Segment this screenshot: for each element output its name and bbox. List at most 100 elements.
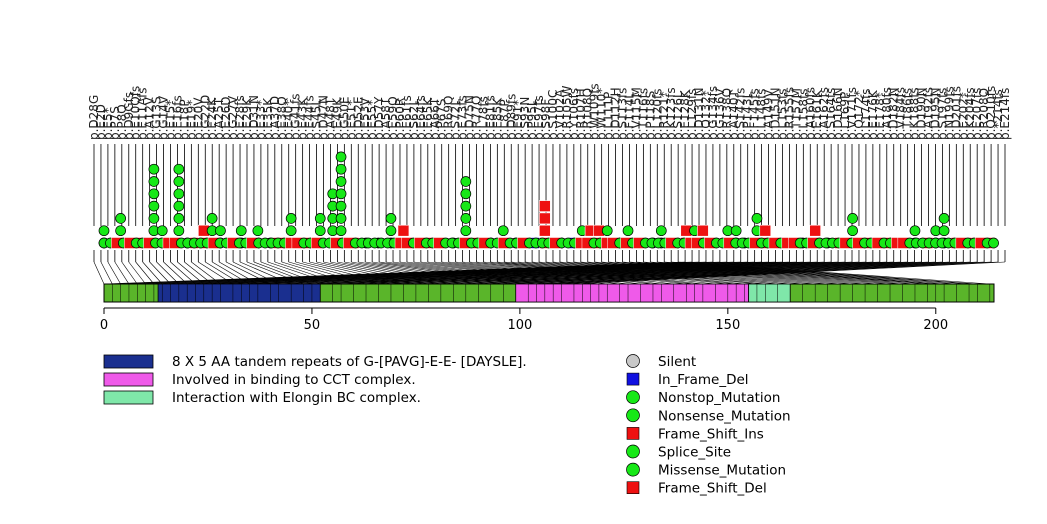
mutation-connector bbox=[320, 261, 853, 285]
x-tick-label: 50 bbox=[304, 318, 321, 333]
mutation-label: p.D201fs bbox=[949, 86, 963, 140]
mutation-marker-circle bbox=[385, 225, 397, 237]
mutation-marker-square bbox=[809, 224, 821, 237]
mutation-connector bbox=[341, 261, 866, 285]
mutation-label: p.W110* bbox=[595, 88, 609, 140]
mutation-marker-circle bbox=[215, 225, 226, 237]
legend-square-icon bbox=[626, 427, 640, 440]
mutation-label: p.R138Q bbox=[720, 88, 734, 140]
mutation-marker-square bbox=[539, 212, 551, 225]
mutation-marker-square bbox=[397, 224, 410, 237]
mutation-marker-circle bbox=[156, 225, 168, 237]
mutation-connector bbox=[561, 261, 999, 285]
mutation-marker-circle bbox=[335, 163, 347, 175]
mutation-connector bbox=[428, 261, 915, 285]
mutation-label: p.E10Qfs bbox=[129, 86, 143, 140]
mutation-label: p.P7S bbox=[108, 106, 122, 140]
mutation-connector bbox=[515, 261, 964, 285]
mutation-label: p.L169P bbox=[838, 92, 852, 140]
mutation-label: p.D75N bbox=[463, 95, 477, 140]
mutation-label: p.E5* bbox=[101, 107, 115, 140]
mutation-label: p.E24K bbox=[205, 97, 219, 140]
legend-domain-label: Involved in binding to CCT complex. bbox=[172, 372, 416, 388]
mutation-marker-circle bbox=[148, 213, 160, 224]
mutation-label: p.F114L bbox=[622, 92, 636, 140]
mutation-marker-circle bbox=[335, 176, 347, 187]
legend-type-label: Nonsense_Mutation bbox=[658, 408, 791, 424]
mutation-connector bbox=[121, 261, 138, 285]
mutation-label: p.E20V bbox=[191, 97, 205, 140]
mutation-marker-circle bbox=[460, 225, 472, 237]
protein-domain bbox=[748, 283, 791, 303]
legend-circle-icon bbox=[626, 408, 640, 423]
mutation-label: p.*214fs bbox=[991, 89, 1005, 140]
mutation-label: p.A149V bbox=[762, 88, 776, 140]
mutation-label: p.E202* bbox=[956, 92, 970, 140]
mutation-label: p.S113fs bbox=[616, 88, 630, 140]
mutation-label: p.E85K bbox=[490, 97, 504, 140]
legend-circle-icon bbox=[626, 444, 640, 459]
mutation-marker-circle bbox=[335, 200, 347, 212]
mutation-label: p.E55* bbox=[365, 100, 379, 140]
mutation-label: p.E40* bbox=[282, 100, 296, 140]
protein-domain bbox=[157, 283, 321, 303]
mutation-label: p.D89fs bbox=[504, 94, 518, 140]
mutation-label: p.E16fs bbox=[170, 95, 184, 140]
mutation-label: p.P118S bbox=[643, 91, 657, 140]
mutation-label: p.S126L bbox=[671, 91, 685, 140]
mutation-connector bbox=[553, 261, 992, 285]
mutation-label: p.E91* bbox=[511, 100, 525, 140]
mutation-label: p.L158fs bbox=[796, 89, 810, 141]
mutation-connector bbox=[93, 261, 105, 285]
mutation-label: p.A180fs bbox=[880, 87, 894, 140]
mutation-label: p.P67S bbox=[435, 98, 449, 140]
mutation-marker-circle bbox=[115, 213, 126, 224]
mutation-label: p.R208Q bbox=[977, 88, 991, 140]
mutation-label: p.K188fs bbox=[908, 87, 922, 140]
baseline-marker-circle bbox=[988, 237, 999, 249]
mutation-label: p.P60R bbox=[393, 98, 407, 140]
mutation-marker-circle bbox=[938, 213, 950, 224]
mutation-label: p.A162fs bbox=[817, 87, 831, 140]
mutation-label: p.K204fs bbox=[963, 87, 977, 140]
mutation-marker-circle bbox=[148, 163, 160, 175]
mutation-label: p.S93N bbox=[518, 97, 532, 140]
mutation-label: p.R107H bbox=[574, 88, 588, 140]
legend-type-label: Missense_Mutation bbox=[658, 463, 786, 479]
mutation-marker-circle bbox=[909, 225, 921, 237]
mutation-marker-circle bbox=[148, 200, 160, 212]
mutation-connector bbox=[278, 261, 825, 285]
mutation-marker-circle bbox=[655, 225, 667, 237]
mutation-label: p.W109fs bbox=[588, 83, 602, 140]
mutation-label: p.R77Q bbox=[469, 96, 483, 140]
mutation-connector bbox=[332, 261, 859, 285]
mutation-label: p.L129fs bbox=[685, 89, 699, 141]
mutation-marker-circle bbox=[335, 151, 347, 163]
mutation-connector bbox=[365, 261, 880, 285]
x-tick-label: 200 bbox=[923, 318, 948, 333]
mutation-label: p.L87P bbox=[497, 99, 511, 140]
mutation-label: p.S100C bbox=[546, 90, 560, 140]
mutation-label: p.D28G bbox=[87, 95, 101, 140]
legend-domain-swatch bbox=[103, 372, 154, 387]
mutation-label: p.E207fs bbox=[970, 88, 984, 140]
mutation-label: p.E65K bbox=[421, 97, 435, 140]
mutation-connector bbox=[257, 261, 811, 285]
mutation-label: p.D131N bbox=[692, 87, 706, 140]
mutation-label: p.L78fs bbox=[476, 96, 490, 140]
legend: 8 X 5 AA tandem repeats of G-[PAVG]-E-E-… bbox=[103, 354, 791, 497]
mutation-marker-circle bbox=[847, 225, 858, 237]
mutation-label: p.L148fs bbox=[755, 89, 769, 141]
mutation-connector bbox=[156, 261, 180, 285]
mutation-label: p.D151N bbox=[769, 87, 783, 140]
mutation-connector bbox=[353, 261, 873, 285]
mutation-connector bbox=[142, 261, 163, 285]
mutation-label: p.E97fs bbox=[532, 95, 546, 140]
mutation-marker-circle bbox=[335, 213, 347, 224]
legend-type-label: Frame_Shift_Ins bbox=[658, 426, 764, 442]
mutation-connector bbox=[378, 261, 887, 285]
mutation-label: p.T116fs bbox=[636, 88, 650, 140]
legend-type-label: In_Frame_Del bbox=[658, 372, 749, 388]
mutation-label: p.E28fs bbox=[233, 95, 247, 140]
